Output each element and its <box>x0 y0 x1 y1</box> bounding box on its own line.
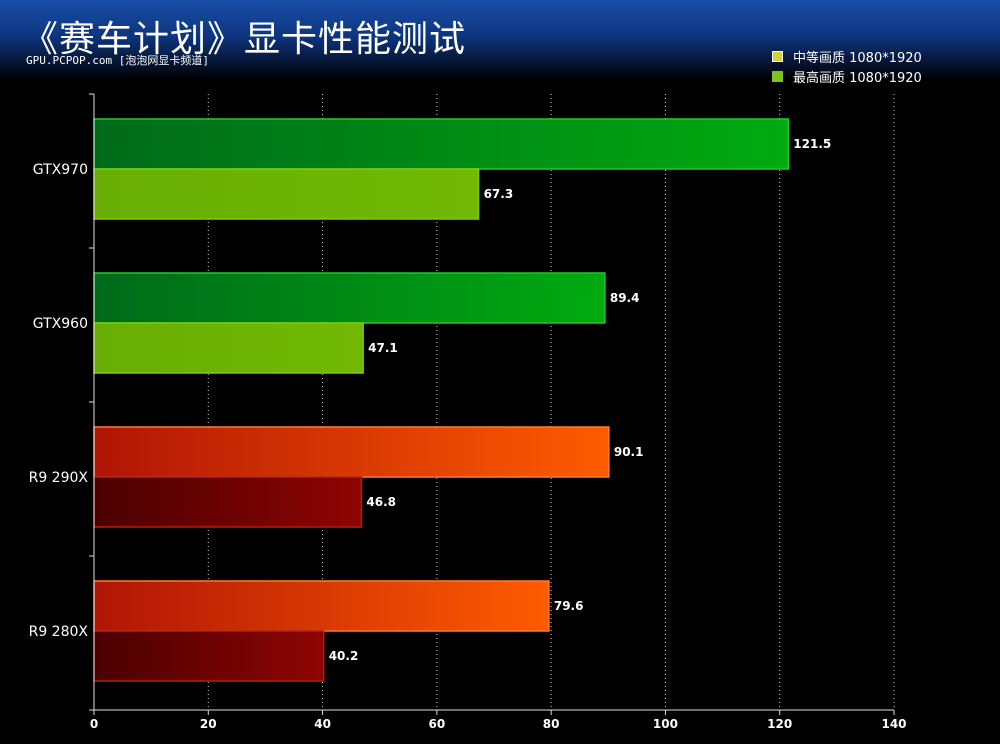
legend-swatch-high <box>772 70 783 82</box>
x-tick-label: 100 <box>653 717 678 731</box>
x-tick-label: 140 <box>881 717 906 731</box>
legend-item-high: 最高画质 1080*1920 <box>772 66 922 86</box>
value-label: 90.1 <box>614 445 644 459</box>
bar <box>93 426 610 478</box>
bar <box>93 118 790 170</box>
x-tick-label: 60 <box>429 717 446 731</box>
value-label: 121.5 <box>793 137 831 151</box>
legend-label-medium: 中等画质 1080*1920 <box>793 50 922 66</box>
bar <box>93 272 606 324</box>
category-label: GTX970 <box>33 162 88 178</box>
x-tick-label: 20 <box>200 717 217 731</box>
category-label: R9 280X <box>29 624 89 640</box>
bar <box>93 168 480 220</box>
source-label: GPU.PCPOP.com [泡泡网显卡频道] <box>26 54 209 67</box>
x-tick-label: 80 <box>543 717 560 731</box>
x-tick-label: 40 <box>314 717 331 731</box>
value-label: 79.6 <box>554 599 584 613</box>
value-label: 40.2 <box>329 649 359 663</box>
bar <box>93 580 550 632</box>
bar <box>93 476 363 528</box>
legend-swatch-medium <box>772 50 783 62</box>
value-label: 47.1 <box>368 341 398 355</box>
category-label: R9 290X <box>29 470 89 486</box>
bar <box>93 630 325 682</box>
bar <box>93 322 364 374</box>
legend-item-medium: 中等画质 1080*1920 <box>772 46 922 66</box>
category-label: GTX960 <box>33 316 88 332</box>
chart-title: 《赛车计划》显卡性能测试 <box>22 19 467 60</box>
legend: 中等画质 1080*1920 最高画质 1080*1920 <box>772 46 922 86</box>
x-tick-label: 0 <box>90 717 98 731</box>
x-tick-label: 120 <box>767 717 792 731</box>
header-band: 《赛车计划》显卡性能测试 GPU.PCPOP.com [泡泡网显卡频道] <box>0 0 1000 80</box>
legend-label-high: 最高画质 1080*1920 <box>793 70 922 86</box>
value-label: 46.8 <box>366 495 396 509</box>
value-label: 67.3 <box>484 187 514 201</box>
value-label: 89.4 <box>610 291 640 305</box>
